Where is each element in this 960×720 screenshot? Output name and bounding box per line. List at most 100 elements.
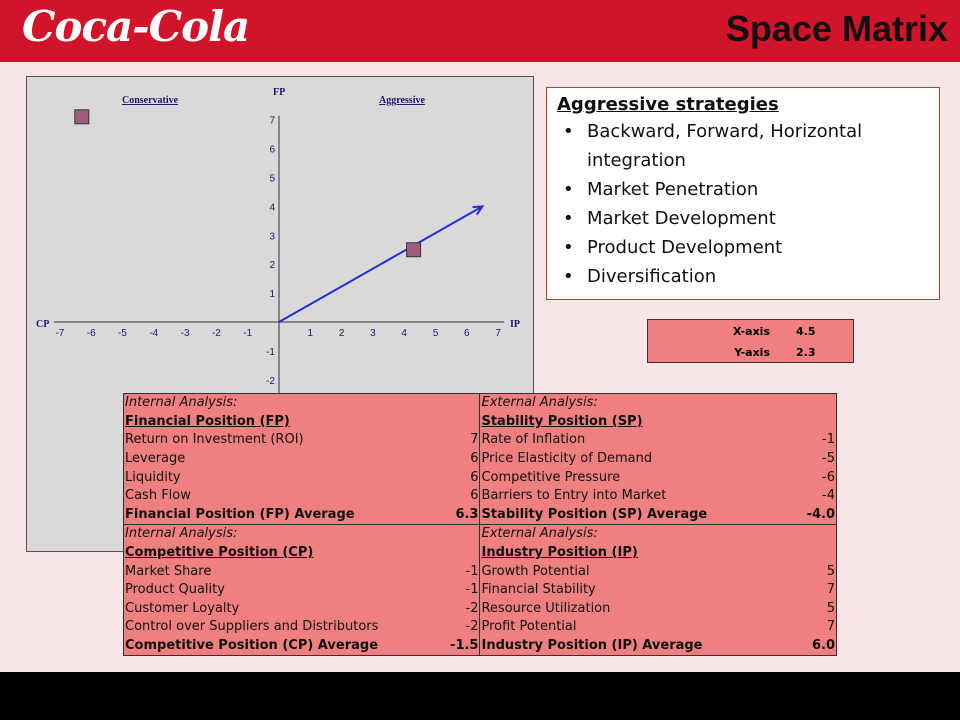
- brand-logo: Coca-Cola: [22, 2, 250, 51]
- row-value: 5: [826, 600, 835, 616]
- sp-average-value: -4.0: [801, 505, 836, 526]
- data-point-marker: [406, 242, 422, 258]
- data-point-marker: [74, 109, 90, 125]
- table-row: Leverage 6 Price Elasticity of Demand -5: [124, 449, 836, 469]
- y-tick-label: 4: [269, 202, 275, 213]
- fp-heading: Financial Position (FP): [125, 413, 290, 429]
- x-tick-label: -2: [212, 328, 221, 339]
- section-label: External Analysis:: [479, 394, 802, 413]
- row-value: -1: [445, 580, 481, 600]
- ip-heading: Industry Position (IP): [479, 543, 802, 563]
- direction-vector: [278, 205, 485, 323]
- slide-title: Space Matrix: [725, 8, 948, 49]
- cp-average-label: Competitive Position (CP) Average: [125, 638, 379, 654]
- table-row: Liquidity 6 Competitive Pressure -6: [124, 468, 836, 487]
- y-tick-label: -1: [266, 347, 275, 358]
- table-row: Financial Position (FP) Stability Positi…: [124, 412, 836, 432]
- row-label: Price Elasticity of Demand: [479, 449, 802, 469]
- x-axis-label: X-axis: [733, 325, 770, 338]
- fp-average-label: Financial Position (FP) Average: [124, 505, 446, 526]
- tick-labels: -7 -6 -5 -4 -3 -2 -1 1 2 3 4 5 6 7 7 6 5 4 3 2 1 -1 -2: [55, 116, 501, 387]
- row-value: -1: [822, 432, 835, 448]
- row-label: Resource Utilization: [479, 599, 802, 619]
- axis-label-fp: FP: [273, 87, 285, 98]
- y-tick-label: 7: [269, 116, 275, 127]
- x-tick-label: -5: [118, 328, 127, 339]
- table-row: Cash Flow 6 Barriers to Entry into Marke…: [124, 486, 836, 506]
- section-label: External Analysis:: [479, 524, 802, 544]
- x-tick-label: -4: [149, 328, 158, 339]
- y-tick-label: -2: [266, 376, 275, 387]
- row-value: -2: [445, 618, 481, 637]
- cp-average-value: -1.5: [445, 636, 481, 656]
- table-row: Competitive Position (CP) Average -1.5 I…: [124, 636, 836, 656]
- ip-average-label: Industry Position (IP) Average: [479, 636, 802, 656]
- row-label: Barriers to Entry into Market: [479, 486, 802, 506]
- row-value: -5: [822, 451, 835, 467]
- y-tick-label: 1: [269, 289, 275, 300]
- row-value: 7: [826, 619, 835, 635]
- strategy-panel: Aggressive strategies Backward, Forward,…: [546, 87, 940, 300]
- table-row: Control over Suppliers and Distributors …: [124, 618, 836, 637]
- y-tick-label: 3: [269, 231, 275, 242]
- ip-average-value: 6.0: [811, 638, 835, 654]
- header-bar: Coca-Cola Space Matrix: [0, 0, 960, 62]
- x-tick-label: 6: [464, 328, 470, 339]
- strategy-item: Product Development: [557, 233, 929, 262]
- row-label: Liquidity: [125, 469, 181, 485]
- vector-coordinates-box: X-axis 4.5 Y-axis 2.3: [647, 319, 854, 363]
- row-label: Rate of Inflation: [479, 431, 802, 450]
- axis-label-cp: CP: [36, 319, 49, 330]
- y-axis-label: Y-axis: [734, 346, 770, 359]
- row-label: Growth Potential: [479, 562, 802, 581]
- row-label: Product Quality: [125, 582, 225, 598]
- footer-bar: [0, 672, 960, 720]
- cp-heading: Competitive Position (CP): [125, 545, 314, 561]
- row-value: -6: [822, 469, 835, 485]
- strategy-item: Diversification: [557, 262, 929, 291]
- x-tick-label: -1: [243, 328, 252, 339]
- y-tick-label: 5: [269, 174, 275, 185]
- x-tick-label: 1: [308, 328, 314, 339]
- table-row: Financial Position (FP) Average 6.3 Stab…: [124, 505, 836, 526]
- quadrant-label-conservative: Conservative: [122, 95, 179, 106]
- row-value: 6: [445, 468, 481, 487]
- row-label: Return on Investment (ROI): [125, 432, 304, 448]
- x-tick-label: -7: [55, 328, 64, 339]
- analysis-table: Internal Analysis: External Analysis: Fi…: [123, 392, 837, 657]
- table-row: Market Share -1 Growth Potential 5: [124, 562, 836, 581]
- row-value: 7: [826, 582, 835, 598]
- x-tick-label: -3: [181, 328, 190, 339]
- row-value: 5: [826, 563, 835, 579]
- row-value: 6: [445, 486, 481, 506]
- row-label: Leverage: [125, 451, 186, 467]
- x-axis-row: X-axis 4.5: [648, 322, 853, 342]
- sp-heading: Stability Position (SP): [479, 412, 802, 432]
- x-axis-value: 4.5: [796, 325, 816, 338]
- row-value: -2: [445, 599, 481, 619]
- table-row: Product Quality -1 Financial Stability 7: [124, 580, 836, 600]
- data-points: [74, 109, 422, 258]
- y-axis-value: 2.3: [796, 346, 816, 359]
- row-value: -4: [822, 488, 835, 504]
- vector-arrowhead: [472, 205, 485, 216]
- y-tick-label: 6: [269, 145, 275, 156]
- row-label: Control over Suppliers and Distributors: [125, 619, 379, 635]
- table-row: Competitive Position (CP) Industry Posit…: [124, 543, 836, 563]
- sp-average-label: Stability Position (SP) Average: [479, 505, 802, 526]
- chart-canvas: Conservative Aggressive FP CP IP -7 -6 -5-…: [36, 87, 520, 553]
- vector-line: [278, 205, 483, 323]
- table-row: Customer Loyalty -2 Resource Utilization…: [124, 599, 836, 619]
- strategy-list: Backward, Forward, Horizontal integratio…: [557, 117, 929, 291]
- strategy-item: Backward, Forward, Horizontal integratio…: [557, 117, 929, 175]
- x-tick-label: 7: [495, 328, 501, 339]
- quadrant-label-aggressive: Aggressive: [379, 95, 425, 106]
- row-label: Financial Stability: [479, 580, 802, 600]
- strategy-item: Market Development: [557, 204, 929, 233]
- x-tick-label: 5: [433, 328, 439, 339]
- table-row: Internal Analysis: External Analysis:: [124, 394, 836, 413]
- row-value: 7: [445, 431, 481, 450]
- row-value: 6: [445, 449, 481, 469]
- row-label: Customer Loyalty: [125, 600, 240, 616]
- x-tick-label: 2: [339, 328, 345, 339]
